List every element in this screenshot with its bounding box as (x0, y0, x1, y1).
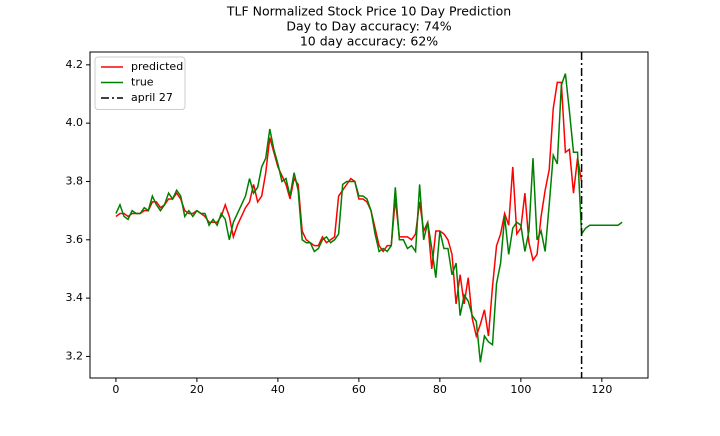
chart-title: TLF Normalized Stock Price 10 Day Predic… (226, 4, 511, 19)
x-tick-label: 120 (591, 383, 612, 396)
legend-box (94, 56, 186, 110)
y-tick-label: 3.6 (66, 233, 84, 246)
legend-label: april 27 (131, 91, 173, 104)
x-tick-label: 80 (433, 383, 447, 396)
x-tick-label: 40 (271, 383, 285, 396)
y-tick-label: 3.8 (66, 174, 84, 187)
x-tick-label: 20 (190, 383, 204, 396)
line (115, 73, 623, 363)
chart-subtitle: 10 day accuracy: 62% (300, 34, 438, 49)
legend-label: true (131, 76, 154, 89)
y-tick-label: 3.4 (66, 291, 84, 304)
y-tick-label: 3.2 (66, 349, 84, 362)
x-tick-label: 100 (510, 383, 531, 396)
legend-label: predicted (131, 60, 183, 73)
y-tick-label: 4.0 (66, 116, 84, 129)
x-tick-label: 60 (352, 383, 366, 396)
plot-frame (89, 51, 649, 379)
y-tick-label: 4.2 (66, 58, 84, 71)
x-tick-label: 0 (112, 383, 119, 396)
chart-subtitle: Day to Day accuracy: 74% (286, 19, 451, 34)
line (115, 81, 583, 339)
